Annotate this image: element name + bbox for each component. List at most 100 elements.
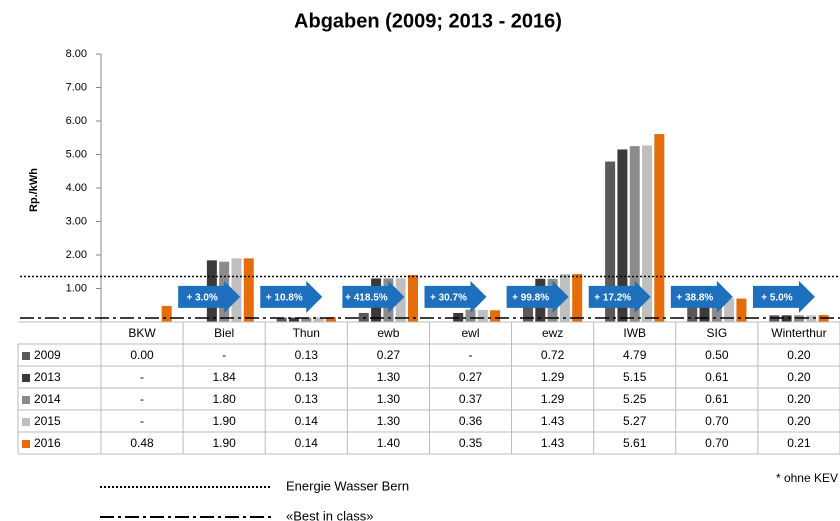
growth-arrow: + 38.8% (670, 280, 733, 313)
table-cell: 0.72 (541, 348, 565, 362)
bar (477, 309, 488, 322)
table-cell: 1.40 (377, 436, 401, 450)
table-cell: - (140, 414, 144, 428)
bar (313, 317, 324, 322)
table-cell: 0.14 (295, 414, 319, 428)
legend-swatch (22, 374, 30, 382)
y-tick-label: 6.00 (66, 115, 87, 127)
table-cell: 0.13 (295, 370, 319, 384)
bar (490, 310, 501, 322)
table-cell: 0.70 (705, 436, 729, 450)
growth-arrow: + 5.0% (752, 280, 815, 313)
table-cell: 0.20 (787, 370, 811, 384)
arrow-shape (260, 280, 323, 313)
y-tick-label: 4.00 (66, 182, 87, 194)
growth-arrow: + 418.5% (342, 280, 405, 313)
bar (523, 297, 534, 322)
bar (724, 298, 735, 322)
arrow-shape (342, 280, 405, 313)
arrow-shape (424, 280, 487, 313)
x-tick-label: IWB (623, 326, 646, 340)
table-cell: - (140, 370, 144, 384)
bar (642, 145, 653, 322)
arrow-shape (178, 280, 241, 313)
bar (301, 317, 312, 322)
table-cell: 1.30 (377, 392, 401, 406)
x-tick-label: ewz (542, 326, 563, 340)
x-tick-label: ewb (377, 326, 399, 340)
arrow-shape (506, 280, 569, 313)
table-cell: 1.29 (541, 370, 565, 384)
arrow-label: + 17.2% (594, 293, 631, 304)
bar (407, 275, 418, 322)
y-tick-label: 5.00 (66, 148, 87, 160)
table-cell: 0.50 (705, 348, 729, 362)
bar (699, 301, 710, 322)
arrow-label: + 10.8% (266, 293, 303, 304)
table-cell: - (222, 348, 226, 362)
legend-label: 2009 (34, 348, 61, 362)
table-cell: 0.70 (705, 414, 729, 428)
arrow-label: + 99.8% (512, 293, 549, 304)
table-cell: 0.27 (377, 348, 401, 362)
legend-swatch (22, 418, 30, 426)
bar (605, 161, 616, 322)
bar (617, 149, 628, 322)
bar (161, 305, 172, 322)
growth-arrow: + 17.2% (588, 280, 651, 313)
table-cell: 4.79 (623, 348, 647, 362)
bar (654, 134, 665, 322)
x-tick-label: Thun (293, 326, 320, 340)
table-cell: 5.61 (623, 436, 647, 450)
table-cell: 1.84 (212, 370, 236, 384)
footnote: * ohne KEV (776, 471, 838, 485)
legend-swatch (22, 440, 30, 448)
table-cell: 5.25 (623, 392, 647, 406)
growth-arrow: + 99.8% (506, 280, 569, 313)
table-cell: - (140, 392, 144, 406)
bar (243, 258, 254, 322)
table-cell: 1.29 (541, 392, 565, 406)
bar (231, 258, 242, 322)
table-cell: 0.00 (130, 348, 154, 362)
table-cell: 0.27 (459, 370, 483, 384)
arrow-shape (670, 280, 733, 313)
bar (276, 317, 287, 322)
bar (687, 305, 698, 322)
arrow-shape (752, 280, 815, 313)
legend-swatch (22, 352, 30, 360)
table-cell: 0.36 (459, 414, 483, 428)
x-tick-label: SIG (706, 326, 727, 340)
bar (572, 274, 583, 322)
table-cell: 0.37 (459, 392, 483, 406)
table-cell: 0.61 (705, 392, 729, 406)
table-cell: 0.35 (459, 436, 483, 450)
table-cell: 1.43 (541, 414, 565, 428)
table-cell: 1.80 (212, 392, 236, 406)
table-cell: 0.13 (295, 348, 319, 362)
table-cell: 5.27 (623, 414, 647, 428)
legend-swatch (22, 396, 30, 404)
legend-label: Energie Wasser Bern (286, 478, 409, 493)
growth-arrow: + 10.8% (260, 280, 323, 313)
table-cell: 0.48 (130, 436, 154, 450)
legend-label: 2015 (34, 414, 61, 428)
table-cell: 0.20 (787, 392, 811, 406)
x-tick-label: Winterthur (771, 326, 826, 340)
bar (325, 317, 336, 322)
y-axis-label: Rp./kWh (28, 168, 40, 212)
table-cell: 0.20 (787, 414, 811, 428)
legend-label: 2013 (34, 370, 61, 384)
table-cell: 1.30 (377, 370, 401, 384)
growth-arrow: + 3.0% (178, 280, 241, 313)
legend-label: 2014 (34, 392, 61, 406)
arrow-label: + 3.0% (186, 293, 218, 304)
table-cell: 1.90 (212, 436, 236, 450)
table-cell: 0.20 (787, 348, 811, 362)
bar (806, 315, 817, 322)
bar (288, 317, 299, 322)
bar (781, 315, 792, 322)
table-cell: 1.43 (541, 436, 565, 450)
arrow-label: + 30.7% (430, 293, 467, 304)
